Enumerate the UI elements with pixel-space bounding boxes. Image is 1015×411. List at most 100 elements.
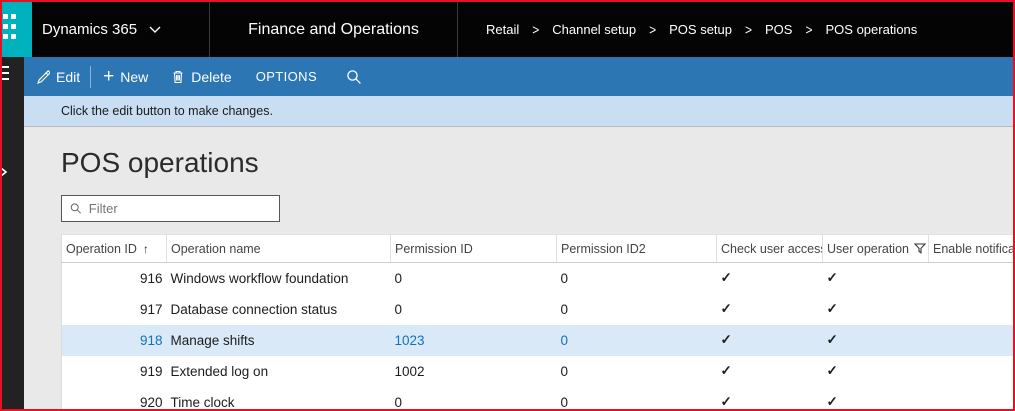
expand-sidebar-chevron-icon[interactable] (0, 164, 8, 182)
breadcrumb-separator-icon: > (805, 21, 812, 37)
cell-operation-name: Database connection status (167, 294, 391, 325)
cell-enable-notification (929, 263, 1014, 294)
grid-row-916[interactable]: 916 Windows workflow foundation 0 0 ✓ ✓ (62, 263, 1014, 294)
cell-operation-name: Extended log on (167, 356, 391, 387)
options-button[interactable]: OPTIONS (256, 57, 317, 96)
toolbar-divider (90, 66, 91, 88)
breadcrumb: Retail > Channel setup > POS setup > POS… (486, 22, 917, 37)
cell-permission-id: 0 (391, 294, 557, 325)
column-header-permission-id[interactable]: Permission ID (391, 235, 557, 263)
cell-operation-id-link[interactable]: 918 (62, 325, 167, 356)
notification-message: Click the edit button to make changes. (61, 104, 273, 118)
breadcrumb-item-pos[interactable]: POS (765, 22, 792, 37)
grid-row-918-selected[interactable]: 918 Manage shifts 1023 0 ✓ ✓ (62, 325, 1014, 356)
action-pane: Edit + New Delete OPTIONS (24, 57, 1013, 96)
filter-search-icon (70, 202, 82, 215)
new-label: New (120, 69, 148, 85)
cell-operation-id: 916 (62, 263, 167, 294)
filter-funnel-icon (914, 243, 926, 254)
user-operation-checkmark-icon: ✓ (823, 263, 929, 294)
check-user-access-checkmark-icon: ✓ (717, 263, 823, 294)
nav-sidebar (2, 57, 24, 409)
user-operation-checkmark-icon: ✓ (823, 387, 929, 410)
breadcrumb-separator-icon: > (532, 21, 539, 37)
options-label: OPTIONS (256, 69, 317, 84)
column-label: User operation (827, 242, 909, 256)
operations-grid: Operation ID ↑ Operation name Permission … (61, 234, 1013, 409)
column-header-operation-id[interactable]: Operation ID ↑ (62, 235, 167, 263)
column-label: Permission ID (395, 242, 473, 256)
cell-operation-id: 919 (62, 356, 167, 387)
product-name-link[interactable]: Finance and Operations (210, 21, 457, 39)
breadcrumb-item-retail[interactable]: Retail (486, 22, 519, 37)
breadcrumb-item-pos-operations[interactable]: POS operations (826, 22, 918, 37)
delete-button[interactable]: Delete (171, 57, 231, 96)
cell-permission-id2: 0 (557, 294, 717, 325)
app-window: Dynamics 365 Finance and Operations Reta… (0, 0, 1015, 411)
check-user-access-checkmark-icon: ✓ (717, 356, 823, 387)
grid-row-920[interactable]: 920 Time clock 0 0 ✓ ✓ (62, 387, 1014, 410)
filter-input[interactable] (89, 201, 271, 216)
app-name-label: Dynamics 365 (42, 21, 137, 38)
chevron-down-icon (149, 26, 161, 34)
cell-permission-id: 0 (391, 387, 557, 410)
cell-enable-notification (929, 294, 1014, 325)
column-label: Operation ID (66, 242, 137, 256)
sort-ascending-icon: ↑ (143, 242, 149, 256)
cell-permission-id2: 0 (557, 263, 717, 294)
column-label: Operation name (171, 242, 261, 256)
filter-input-wrapper (61, 195, 280, 222)
toolbar-search-button[interactable] (346, 69, 362, 85)
new-button[interactable]: + New (103, 57, 148, 96)
user-operation-checkmark-icon: ✓ (823, 325, 929, 356)
cell-operation-id: 917 (62, 294, 167, 325)
grid-row-917[interactable]: 917 Database connection status 0 0 ✓ ✓ (62, 294, 1014, 325)
column-label: Permission ID2 (561, 242, 646, 256)
check-user-access-checkmark-icon: ✓ (717, 325, 823, 356)
edit-button[interactable]: Edit (35, 57, 80, 96)
column-header-user-operation[interactable]: User operation (823, 235, 929, 263)
user-operation-checkmark-icon: ✓ (823, 294, 929, 325)
plus-icon: + (103, 67, 114, 86)
cell-permission-id2: 0 (557, 387, 717, 410)
grid-header-row: Operation ID ↑ Operation name Permission … (62, 235, 1014, 263)
menu-icon[interactable] (0, 66, 10, 84)
main-area: Edit + New Delete OPTIONS Click the edit… (24, 57, 1013, 409)
cell-operation-name: Time clock (167, 387, 391, 410)
cell-enable-notification (929, 387, 1014, 410)
check-user-access-checkmark-icon: ✓ (717, 387, 823, 410)
cell-permission-id2-link[interactable]: 0 (557, 325, 717, 356)
page-title: POS operations (61, 146, 1013, 180)
notification-bar: Click the edit button to make changes. (24, 96, 1013, 127)
delete-label: Delete (191, 69, 231, 85)
cell-permission-id2: 0 (557, 356, 717, 387)
page-content: POS operations Operation ID ↑ Operation n… (24, 127, 1013, 409)
breadcrumb-separator-icon: > (745, 21, 752, 37)
app-launcher-button[interactable] (2, 2, 32, 57)
cell-operation-name: Manage shifts (167, 325, 391, 356)
column-header-enable-notification[interactable]: Enable notificat (929, 235, 1014, 263)
column-label: Check user access (721, 242, 823, 256)
column-header-check-user-access[interactable]: Check user access (717, 235, 823, 263)
search-icon (346, 69, 362, 85)
breadcrumb-separator-icon: > (649, 21, 656, 37)
top-bar-divider (457, 2, 458, 57)
trash-icon (171, 69, 185, 84)
cell-permission-id: 1002 (391, 356, 557, 387)
edit-label: Edit (56, 69, 80, 85)
user-operation-checkmark-icon: ✓ (823, 356, 929, 387)
breadcrumb-item-channel-setup[interactable]: Channel setup (552, 22, 636, 37)
top-nav-bar: Dynamics 365 Finance and Operations Reta… (2, 2, 1013, 57)
cell-operation-id: 920 (62, 387, 167, 410)
dynamics-365-menu[interactable]: Dynamics 365 (32, 21, 209, 38)
grid-row-919[interactable]: 919 Extended log on 1002 0 ✓ ✓ (62, 356, 1014, 387)
cell-operation-name: Windows workflow foundation (167, 263, 391, 294)
breadcrumb-item-pos-setup[interactable]: POS setup (669, 22, 732, 37)
cell-enable-notification (929, 325, 1014, 356)
cell-permission-id: 0 (391, 263, 557, 294)
column-header-permission-id2[interactable]: Permission ID2 (557, 235, 717, 263)
column-label: Enable notificat (933, 242, 1013, 256)
column-header-operation-name[interactable]: Operation name (167, 235, 391, 263)
cell-permission-id-link[interactable]: 1023 (391, 325, 557, 356)
pencil-icon (35, 69, 50, 84)
